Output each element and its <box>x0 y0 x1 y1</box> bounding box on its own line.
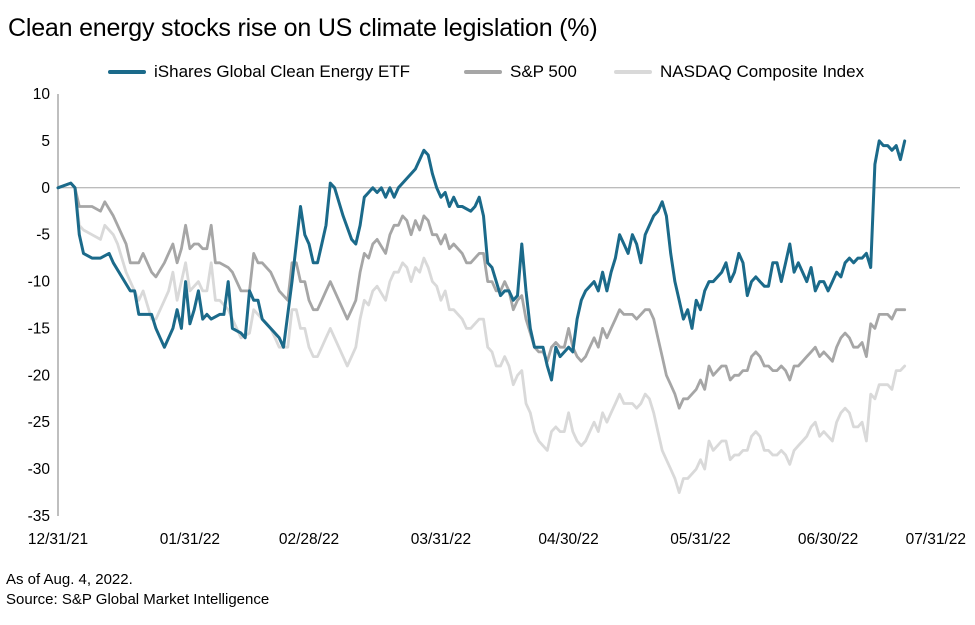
y-tick-label: -10 <box>28 274 51 291</box>
legend-swatch-clean-energy <box>108 70 146 74</box>
series-line-clean-energy <box>56 139 907 382</box>
legend-label-clean-energy: iShares Global Clean Energy ETF <box>154 62 411 81</box>
footnote: As of Aug. 4, 2022. <box>6 571 133 588</box>
y-tick-label: 10 <box>33 86 51 103</box>
series-line-sp500 <box>56 181 907 410</box>
legend-label-nasdaq: NASDAQ Composite Index <box>660 62 865 81</box>
series-line-nasdaq <box>56 181 907 495</box>
legend-swatch-nasdaq <box>614 70 652 74</box>
x-tick-label: 07/31/22 <box>906 531 966 548</box>
x-tick-label: 01/31/22 <box>160 531 220 548</box>
x-tick-label: 04/30/22 <box>538 531 598 548</box>
x-tick-label: 05/31/22 <box>670 531 730 548</box>
legend-item-sp500: S&P 500 <box>464 62 577 82</box>
y-tick-label: -5 <box>36 227 50 244</box>
y-tick-label: -30 <box>28 461 51 478</box>
x-tick-label: 02/28/22 <box>279 531 339 548</box>
y-tick-label: 5 <box>41 133 50 150</box>
y-tick-label: 0 <box>41 180 50 197</box>
line-chart: 10 5 0 -5 -10 -15 -20 -25 -30 -35 12/31/21 01/31/22… <box>28 86 966 548</box>
y-tick-label: -25 <box>28 414 50 431</box>
y-tick-label: -35 <box>28 508 50 525</box>
y-tick-label: -15 <box>28 320 50 337</box>
legend-item-nasdaq: NASDAQ Composite Index <box>614 62 864 82</box>
chart-title: Clean energy stocks rise on US climate l… <box>8 14 598 42</box>
x-tick-label: 12/31/21 <box>28 531 88 548</box>
legend-label-sp500: S&P 500 <box>510 62 577 81</box>
legend-item-clean-energy: iShares Global Clean Energy ETF <box>108 62 410 82</box>
legend-swatch-sp500 <box>464 70 502 74</box>
source-note: Source: S&P Global Market Intelligence <box>6 591 270 608</box>
x-tick-label: 03/31/22 <box>411 531 471 548</box>
legend: iShares Global Clean Energy ETF S&P 500 … <box>0 62 975 86</box>
x-tick-label: 06/30/22 <box>798 531 858 548</box>
y-tick-label: -20 <box>28 367 51 384</box>
